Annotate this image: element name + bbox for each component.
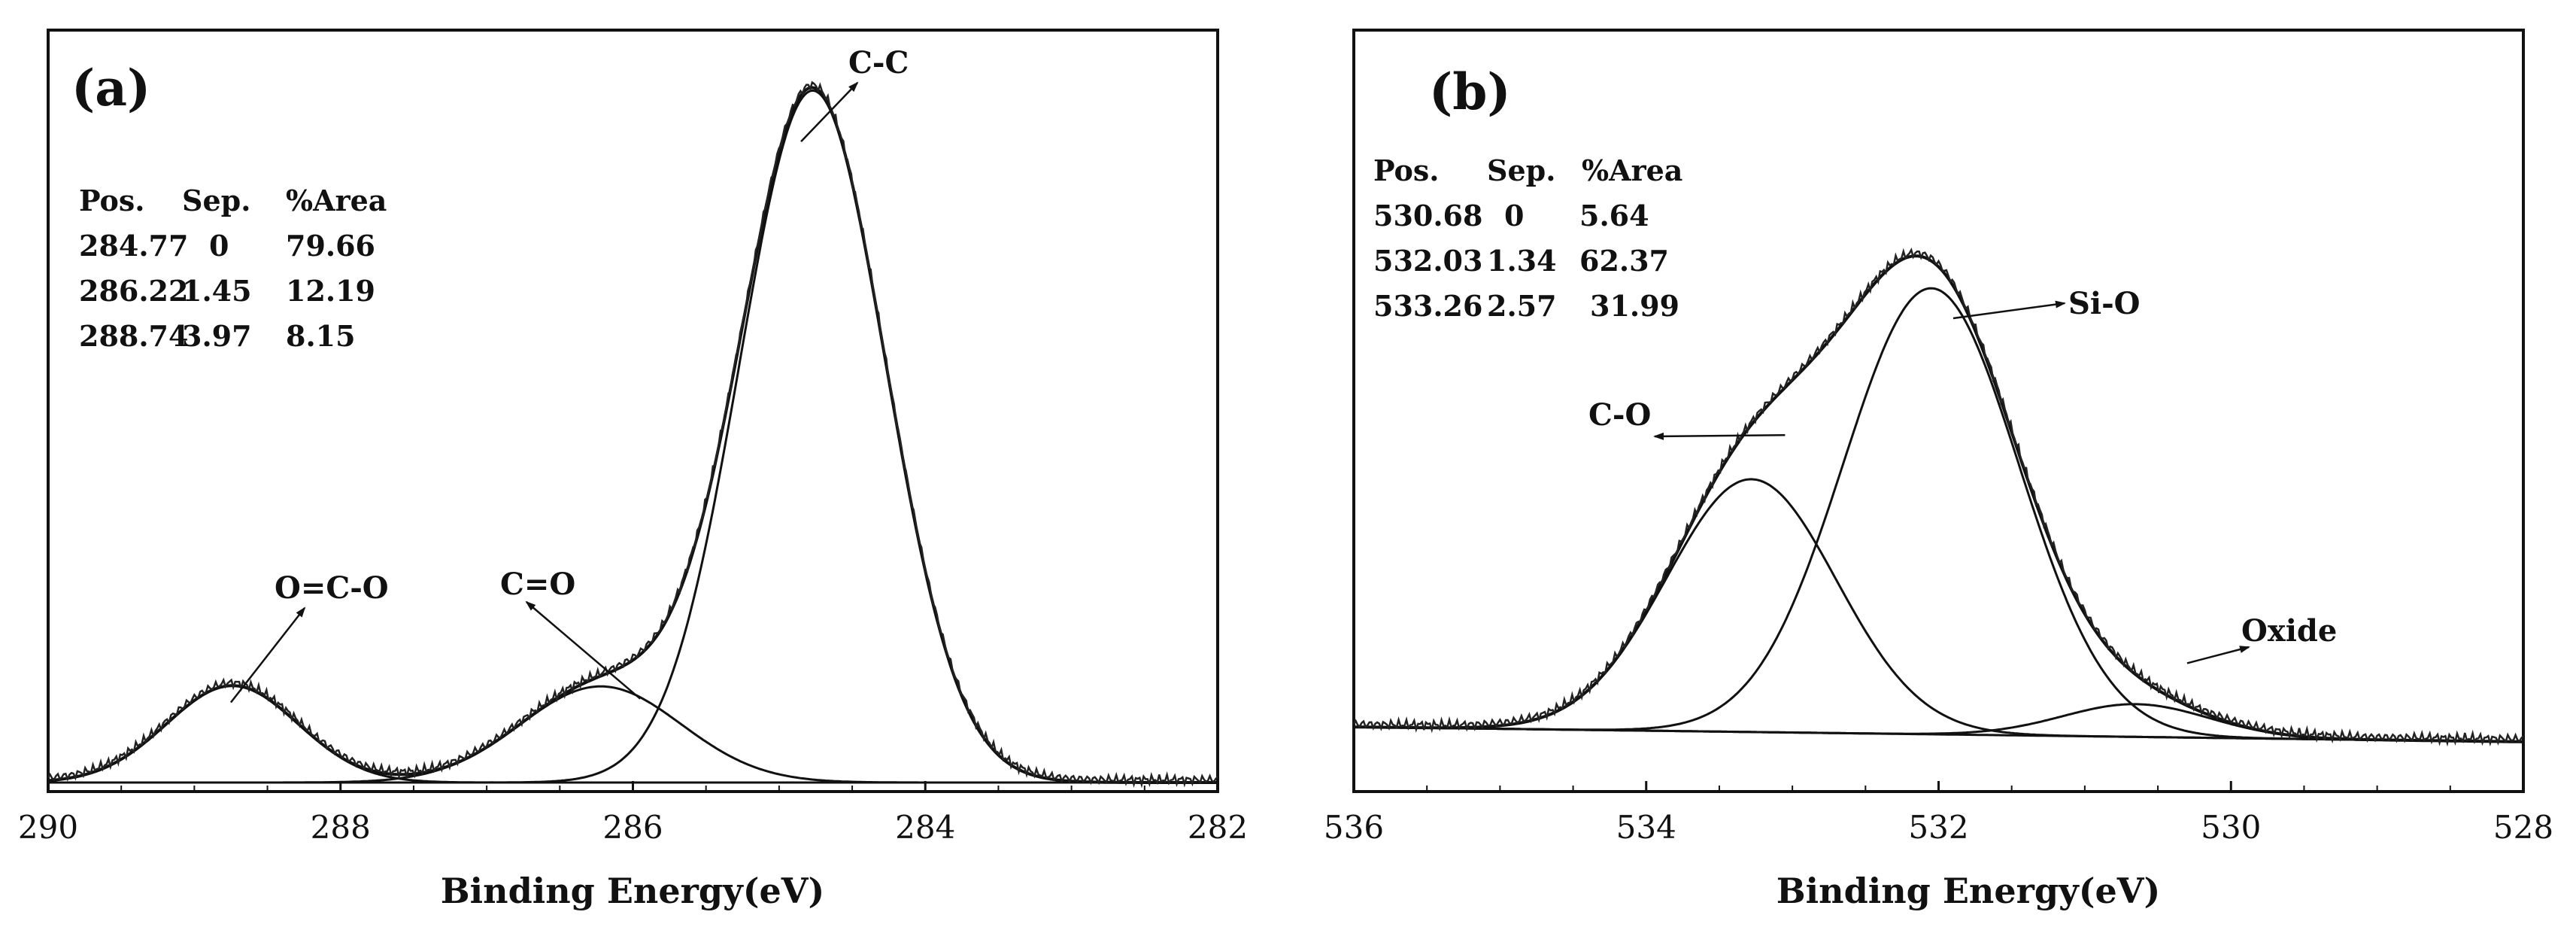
panel-b-label: (b)	[1429, 62, 1511, 121]
panel-a-table-row-2-sep: 1.45	[182, 274, 252, 308]
panel-a-annotation-arrow-c-c	[800, 81, 859, 143]
panel-b-annotation-arrow-c-o	[1653, 432, 1786, 440]
panel-a-component-c-o	[48, 685, 1218, 784]
panel-a-table-row-3-sep: 3.97	[182, 319, 252, 353]
panel-a-table-header-sep: Sep.	[182, 184, 250, 217]
panel-b-table-row-2-pos: 532.03	[1373, 244, 1482, 278]
panel-b-x-tick-label-536: 536	[1324, 809, 1384, 846]
panel-a: (a) Pos. Sep. %Area 284.77 0 79.66 286.2…	[18, 29, 1248, 911]
panel-a-annotation-arrow-o-c-o	[229, 606, 306, 704]
panel-a-table-row-1-area: 79.66	[286, 229, 375, 263]
panel-a-x-axis-title: Binding Energy(eV)	[441, 871, 824, 911]
panel-b-table-row-3-pos: 533.26	[1373, 289, 1482, 323]
panel-b-component-c-o	[1353, 478, 2523, 743]
panel-b-fit-envelope	[1353, 254, 2523, 743]
panel-b-raw-spectrum	[1352, 248, 2524, 747]
panel-a-x-tick-label-286: 286	[602, 809, 663, 846]
panel-b-table-row-2-area: 62.37	[1579, 244, 1669, 278]
panel-a-annotation-arrow-c-o	[525, 600, 642, 700]
panel-b-annotation-arrow-oxide	[2186, 646, 2250, 664]
panel-b-peak-label-si-o: Si-O	[2068, 286, 2141, 321]
panel-a-raw-spectrum	[47, 81, 1218, 789]
panel-b-x-tick-label-528: 528	[2493, 809, 2553, 846]
panel-b-table-row-1-pos: 530.68	[1373, 199, 1482, 232]
panel-b-x-tick-label-530: 530	[2201, 809, 2261, 846]
panel-a-peak-label-o-c-o: O=C-O	[275, 570, 389, 606]
panel-a-table-row-3-area: 8.15	[286, 319, 356, 353]
panel-b-frame	[1352, 29, 2525, 793]
panel-b-table-header-area: %Area	[1582, 153, 1682, 187]
panel-b-peak-label-c-o: C-O	[1588, 397, 1651, 433]
panel-a-x-tick-label-288: 288	[311, 809, 371, 846]
panel-a-table-row-1-sep: 0	[209, 229, 229, 263]
panel-a-peak-label-c-o-double: C=O	[500, 567, 575, 602]
panel-a-table-row-2-area: 12.19	[286, 274, 375, 308]
panel-a-table-row-3-pos: 288.74	[79, 319, 188, 353]
panel-a-table-header-pos: Pos.	[79, 184, 145, 217]
panel-b-x-axis-title: Binding Energy(eV)	[1776, 871, 2160, 911]
panel-b-table-row-1-area: 5.64	[1579, 199, 1649, 232]
panel-a-x-tick-label-282: 282	[1188, 809, 1248, 846]
panel-b-table-header-sep: Sep.	[1487, 153, 1555, 187]
panel-b-component-si-o	[1353, 287, 2523, 743]
panel-a-table-header-area: %Area	[286, 184, 387, 217]
panel-a-x-tick-label-284: 284	[895, 809, 955, 846]
panel-a-table-row-2-pos: 286.22	[79, 274, 188, 308]
panel-a-component-o-c-o	[47, 684, 1218, 784]
panel-b-table-row-1-sep: 0	[1504, 199, 1524, 232]
panel-b-peak-label-oxide: Oxide	[2241, 613, 2337, 649]
panel-b: (b) Pos. Sep. %Area 530.68 0 5.64 532.03…	[1324, 29, 2553, 911]
panel-b-table-row-3-area: 31.99	[1590, 289, 1679, 323]
panel-b-x-tick-label-532: 532	[1908, 809, 1968, 846]
panel-a-x-tick-label-290: 290	[18, 809, 78, 846]
panel-b-annotation-arrow-si-o	[1952, 300, 2066, 320]
panel-a-label: (a)	[71, 59, 150, 117]
panel-b-table-row-2-sep: 1.34	[1487, 244, 1557, 278]
panel-b-table-header-pos: Pos.	[1373, 153, 1440, 187]
panel-a-peak-label-c-c: C-C	[848, 45, 909, 81]
panel-b-table-row-3-sep: 2.57	[1487, 289, 1557, 323]
panel-b-x-tick-label-534: 534	[1616, 809, 1676, 846]
panel-a-table-row-1-pos: 284.77	[79, 229, 188, 263]
panel-a-frame	[47, 29, 1219, 793]
